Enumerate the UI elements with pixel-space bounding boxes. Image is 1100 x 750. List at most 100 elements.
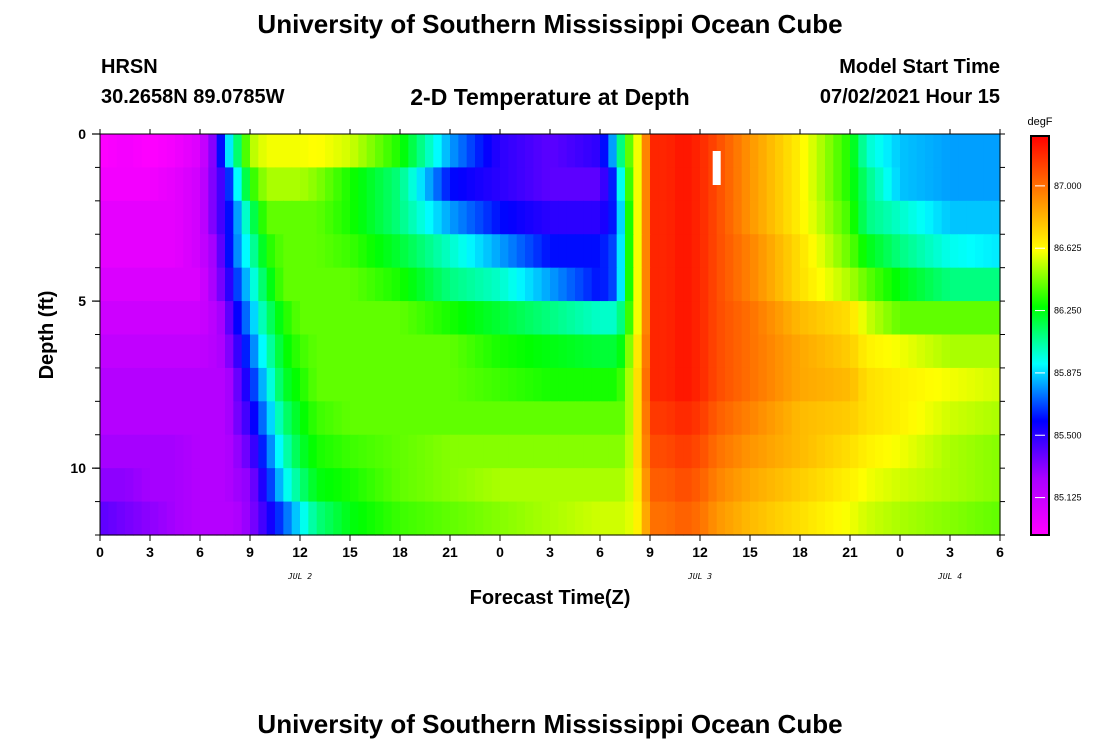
heatmap-cell xyxy=(625,501,634,536)
heatmap-cell xyxy=(575,234,584,269)
heatmap-cell xyxy=(441,468,451,503)
heatmap-cell xyxy=(916,301,926,336)
heatmap-cell xyxy=(625,468,634,503)
heatmap-cell xyxy=(241,234,251,269)
heatmap-cell xyxy=(900,501,909,536)
heatmap-cell xyxy=(691,367,701,402)
heatmap-cell xyxy=(966,267,976,302)
heatmap-cell xyxy=(700,401,709,436)
heatmap-cell xyxy=(375,267,384,302)
heatmap-cell xyxy=(191,167,201,202)
heatmap-cell xyxy=(866,334,876,369)
heatmap-cell xyxy=(875,301,884,336)
heatmap-cell xyxy=(575,401,584,436)
heatmap-cell xyxy=(500,334,509,369)
heatmap-cell xyxy=(150,234,159,269)
heatmap-cell xyxy=(716,367,726,402)
heatmap-cell xyxy=(725,234,734,269)
heatmap-cell xyxy=(383,401,393,436)
heatmap-cell xyxy=(166,501,176,536)
heatmap-cell xyxy=(308,234,318,269)
heatmap-cell xyxy=(325,134,334,169)
heatmap-cell xyxy=(841,401,851,436)
heatmap-cell xyxy=(608,301,618,336)
heatmap-cell xyxy=(200,367,209,402)
heatmap-cell xyxy=(116,401,126,436)
heatmap-cell xyxy=(883,267,893,302)
heatmap-cell xyxy=(758,401,768,436)
heatmap-cell xyxy=(941,501,951,536)
colorbar xyxy=(1030,135,1050,536)
heatmap-cell xyxy=(691,267,701,302)
heatmap-cell xyxy=(358,367,368,402)
heatmap-cell xyxy=(466,267,476,302)
heatmap-cell xyxy=(666,200,676,235)
heatmap-cell xyxy=(591,434,601,469)
heatmap-cell xyxy=(966,468,976,503)
heatmap-cell xyxy=(716,501,726,536)
heatmap-cell xyxy=(183,434,193,469)
heatmap-cell xyxy=(566,401,576,436)
heatmap-cell xyxy=(641,334,651,369)
heatmap-cell xyxy=(625,234,634,269)
heatmap-cell xyxy=(958,434,968,469)
heatmap-cell xyxy=(400,267,409,302)
heatmap-cell xyxy=(200,334,209,369)
heatmap-cell xyxy=(458,267,468,302)
heatmap-cell xyxy=(675,267,684,302)
heatmap-cell xyxy=(416,334,426,369)
heatmap-cell xyxy=(408,200,418,235)
heatmap-cell xyxy=(191,401,201,436)
heatmap-cell xyxy=(966,401,976,436)
heatmap-cell xyxy=(650,501,659,536)
heatmap-cell xyxy=(616,401,626,436)
heatmap-cell xyxy=(508,434,518,469)
heatmap-cell xyxy=(658,200,668,235)
heatmap-cell xyxy=(383,200,393,235)
heatmap-cell xyxy=(850,434,859,469)
heatmap-cell xyxy=(575,167,584,202)
heatmap-cell xyxy=(466,234,476,269)
heatmap-cell xyxy=(616,334,626,369)
heatmap-cell xyxy=(500,301,509,336)
x-tick-label: 0 xyxy=(96,544,104,560)
heatmap-cell xyxy=(125,134,134,169)
heatmap-cell xyxy=(600,134,609,169)
heatmap-cell xyxy=(766,367,776,402)
heatmap-cell xyxy=(583,200,593,235)
heatmap-cell xyxy=(900,267,909,302)
colorbar-tick-label: 87.000 xyxy=(1054,181,1082,191)
heatmap-cell xyxy=(300,434,309,469)
heatmap-cell xyxy=(908,134,918,169)
heatmap-cell xyxy=(541,167,551,202)
heatmap-cell xyxy=(825,501,834,536)
heatmap-cell xyxy=(850,334,859,369)
heatmap-cell xyxy=(508,468,518,503)
heatmap-cell xyxy=(566,267,576,302)
heatmap-cell xyxy=(525,267,534,302)
heatmap-cell xyxy=(983,301,993,336)
heatmap-cell xyxy=(875,134,884,169)
heatmap-cell xyxy=(950,367,959,402)
heatmap-cell xyxy=(641,468,651,503)
heatmap-cell xyxy=(658,334,668,369)
heatmap-cell xyxy=(425,334,434,369)
heatmap-cell xyxy=(350,134,359,169)
heatmap-cell xyxy=(125,434,134,469)
heatmap-cell xyxy=(533,434,543,469)
heatmap-cell xyxy=(791,167,801,202)
heatmap-cell xyxy=(758,434,768,469)
heatmap-cell xyxy=(283,334,293,369)
heatmap-cell xyxy=(233,367,243,402)
heatmap-cell xyxy=(616,367,626,402)
heatmap-cell xyxy=(100,334,109,369)
heatmap-cell xyxy=(291,267,301,302)
heatmap-cell xyxy=(500,468,509,503)
heatmap-cell xyxy=(641,200,651,235)
heatmap-cell xyxy=(391,334,401,369)
heatmap-cell xyxy=(891,301,901,336)
heatmap-cell xyxy=(866,200,876,235)
heatmap-cell xyxy=(366,267,376,302)
colorbar-unit: degF xyxy=(1027,116,1052,128)
heatmap-cell xyxy=(600,434,609,469)
